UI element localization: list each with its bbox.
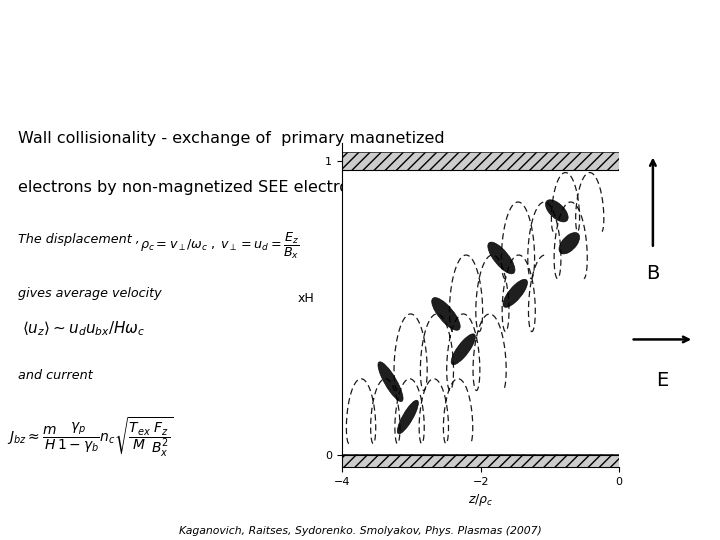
Text: Kaganovich, Raitses, Sydorenko. Smolyakov, Phys. Plasmas (2007): Kaganovich, Raitses, Sydorenko. Smolyako…	[179, 526, 541, 536]
Text: B: B	[647, 264, 660, 284]
Text: $\rho_c = v_\perp / \omega_c$$\;,\; v_\perp = u_d = \dfrac{E_z}{B_x}$: $\rho_c = v_\perp / \omega_c$$\;,\; v_\p…	[140, 231, 300, 261]
Text: $\langle u_z \rangle \sim u_d u_{bx} / H\omega_c$: $\langle u_z \rangle \sim u_d u_{bx} / H…	[22, 319, 145, 338]
Ellipse shape	[451, 334, 475, 364]
Ellipse shape	[432, 298, 460, 330]
Bar	[342, 454, 619, 467]
Ellipse shape	[546, 200, 568, 222]
X-axis label: $z/\rho_c$: $z/\rho_c$	[468, 492, 493, 508]
Ellipse shape	[503, 279, 528, 307]
Ellipse shape	[378, 362, 403, 402]
Text: Near-wall conductivity SEE-induced cross-: Near-wall conductivity SEE-induced cross…	[18, 36, 579, 59]
Text: field current: field current	[18, 93, 184, 117]
Text: $H/u_{bx}$: $H/u_{bx}$	[576, 231, 611, 246]
Y-axis label: xH: xH	[297, 292, 314, 305]
Text: electrons by non-magnetized SEE electrons: electrons by non-magnetized SEE electron…	[18, 180, 367, 195]
Text: The displacement ,: The displacement ,	[18, 233, 140, 246]
Text: $J_{bz} \approx \dfrac{m}{H}\dfrac{\gamma_p}{1-\gamma_b} n_c \sqrt{\dfrac{T_{ex}: $J_{bz} \approx \dfrac{m}{H}\dfrac{\gamm…	[7, 416, 174, 460]
Text: Wall collisionality - exchange of  primary magnetized: Wall collisionality - exchange of primar…	[18, 131, 445, 146]
Ellipse shape	[397, 400, 418, 434]
Text: and current: and current	[18, 369, 93, 382]
Text: gives average velocity: gives average velocity	[18, 287, 161, 300]
Text: during the flight time: during the flight time	[400, 233, 536, 246]
Text: E: E	[656, 371, 669, 390]
Ellipse shape	[488, 242, 515, 274]
Bar	[342, 152, 619, 170]
Ellipse shape	[559, 233, 580, 254]
